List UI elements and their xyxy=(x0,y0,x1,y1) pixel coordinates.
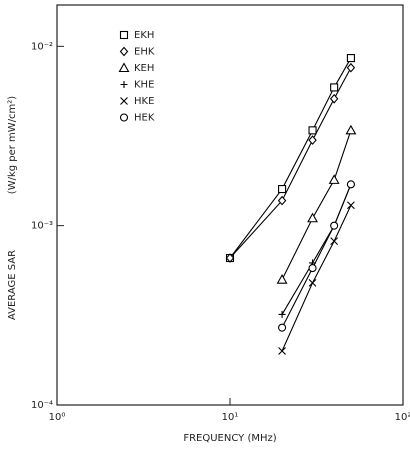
y-tick-label: 10⁻³ xyxy=(31,221,53,232)
legend-marker xyxy=(119,30,129,40)
marker xyxy=(277,195,287,206)
legend-label: EHK xyxy=(134,47,155,58)
x-axis-label: FREQUENCY (MHz) xyxy=(183,433,276,444)
marker xyxy=(278,185,287,194)
legend-label: EKH xyxy=(134,30,154,41)
marker xyxy=(308,278,317,287)
legend-label: KEH xyxy=(134,63,154,74)
y-tick-label: 10⁻² xyxy=(31,41,53,52)
y-tick-label: 10⁻⁴ xyxy=(31,400,53,411)
legend-label: HKE xyxy=(134,96,154,107)
series-line xyxy=(281,204,352,352)
x-tick-label: 10¹ xyxy=(222,412,239,423)
series-line xyxy=(281,130,352,280)
y-axis-label: AVERAGE SAR xyxy=(7,250,18,320)
marker xyxy=(347,201,355,210)
legend-label: KHE xyxy=(134,80,154,91)
marker xyxy=(330,83,339,92)
x-tick-label: 10⁰ xyxy=(49,412,66,423)
legend-marker xyxy=(119,113,129,122)
legend-marker xyxy=(120,97,128,105)
marker xyxy=(329,93,339,104)
marker xyxy=(225,253,235,263)
legend-label: HEK xyxy=(134,113,155,124)
legend-marker xyxy=(119,46,129,57)
marker xyxy=(346,180,355,189)
marker xyxy=(330,221,339,230)
x-tick-label: 10² xyxy=(395,412,410,423)
legend-marker xyxy=(118,62,130,73)
marker xyxy=(346,54,355,63)
marker xyxy=(330,237,339,246)
marker xyxy=(308,126,317,135)
marker xyxy=(307,212,318,223)
marker xyxy=(308,135,317,145)
marker xyxy=(278,323,287,332)
y-axis-units: (W/kg per mW/cm²) xyxy=(7,96,18,195)
series-line xyxy=(281,184,352,315)
marker xyxy=(278,310,286,318)
legend-marker xyxy=(120,81,128,88)
marker xyxy=(345,124,357,135)
marker xyxy=(276,274,288,284)
marker xyxy=(328,174,340,184)
marker xyxy=(346,62,356,73)
marker xyxy=(308,264,317,273)
series-line xyxy=(281,184,352,328)
marker xyxy=(278,347,286,355)
